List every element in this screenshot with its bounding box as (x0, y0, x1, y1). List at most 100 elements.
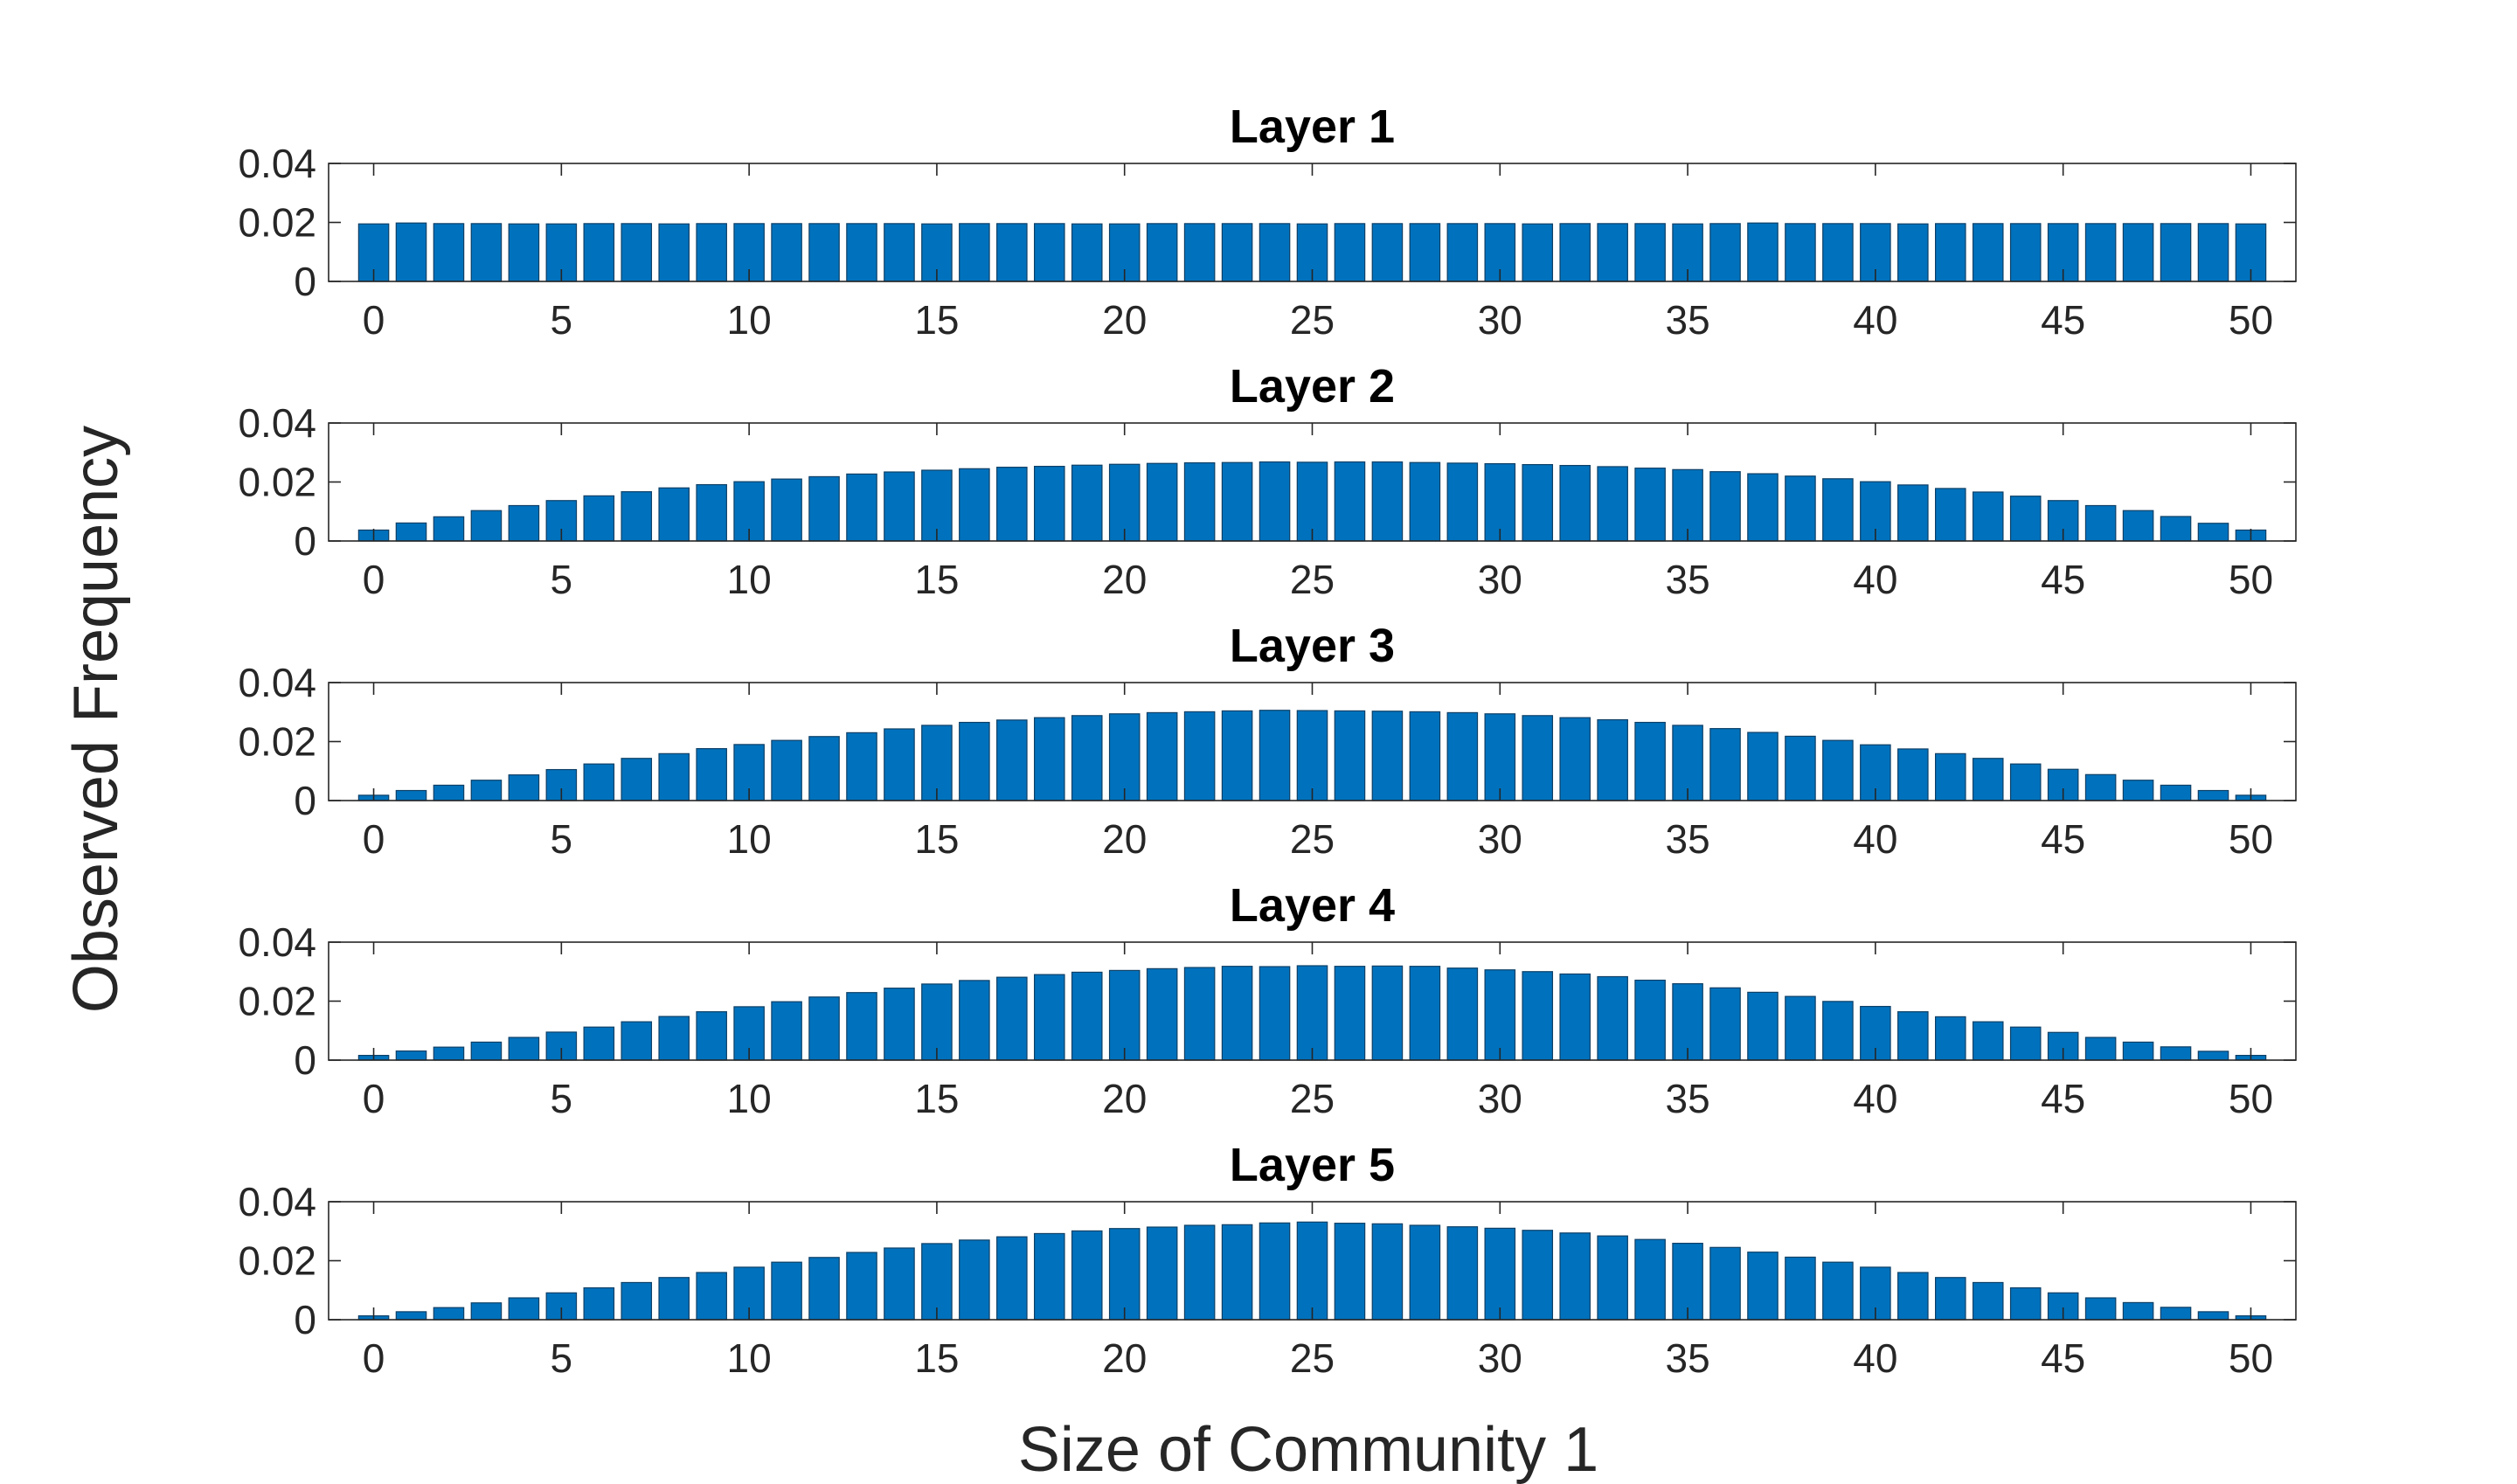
bar (960, 468, 989, 541)
bar (1823, 740, 1853, 801)
x-tick-label: 40 (1853, 816, 1897, 862)
bar (2123, 224, 2153, 281)
bar (621, 1282, 651, 1320)
y-tick-label: 0.04 (238, 400, 316, 446)
bar (1598, 976, 1627, 1060)
bar (1485, 714, 1515, 801)
bar (1748, 992, 1778, 1060)
bar (1522, 716, 1552, 801)
x-tick-label: 25 (1290, 816, 1335, 862)
bar (1447, 712, 1477, 801)
x-tick-label: 10 (727, 557, 772, 602)
bar (1823, 224, 1853, 281)
x-tick-label: 50 (2229, 1076, 2273, 1121)
bar (884, 224, 914, 281)
bar (960, 1240, 989, 1320)
bar (584, 496, 614, 541)
bar (1635, 981, 1665, 1060)
y-tick-label: 0 (294, 259, 316, 304)
bar (1147, 463, 1176, 541)
bar (1560, 974, 1590, 1060)
bar (2123, 510, 2153, 541)
bar (1222, 967, 1252, 1060)
bar (697, 749, 726, 801)
bar (809, 1258, 839, 1320)
bar (1372, 711, 1402, 801)
subplot-title: Layer 1 (1230, 101, 1395, 153)
bar (1710, 1247, 1740, 1320)
y-tick-label: 0.02 (238, 1238, 316, 1284)
bar (809, 224, 839, 281)
bar (960, 981, 989, 1060)
bar (1410, 711, 1439, 801)
bar (1035, 224, 1064, 281)
subplot-title: Layer 3 (1230, 620, 1395, 672)
bar (1635, 224, 1665, 281)
bar (847, 1252, 877, 1320)
bar (2011, 1288, 2041, 1320)
bar (2123, 780, 2153, 801)
bar (584, 224, 614, 281)
x-tick-label: 30 (1478, 1076, 1522, 1121)
bar (1936, 224, 1966, 281)
bar (960, 723, 989, 801)
x-tick-label: 10 (727, 816, 772, 862)
bar (1410, 462, 1439, 541)
y-tick-label: 0 (294, 1037, 316, 1083)
y-tick-label: 0.04 (238, 141, 316, 186)
bar (1522, 224, 1552, 281)
x-tick-label: 40 (1853, 557, 1897, 602)
bar (2085, 1298, 2115, 1320)
x-tick-label: 50 (2229, 297, 2273, 343)
y-tick-label: 0.04 (238, 919, 316, 965)
bar (1147, 1227, 1176, 1320)
bar (1259, 1223, 1289, 1320)
x-tick-label: 35 (1665, 816, 1709, 862)
bar (697, 485, 726, 541)
bar (697, 1012, 726, 1060)
bar (772, 740, 801, 801)
bar (2085, 774, 2115, 801)
bar (1748, 732, 1778, 801)
bar (1710, 224, 1740, 281)
bar (2123, 1302, 2153, 1320)
bar (509, 775, 538, 801)
bar (847, 993, 877, 1060)
bar (1222, 711, 1252, 801)
x-tick-label: 45 (2041, 1076, 2085, 1121)
bar (1035, 718, 1064, 801)
bar (772, 224, 801, 281)
bar (2160, 517, 2190, 541)
bar (1635, 468, 1665, 541)
bar (1184, 463, 1214, 541)
bar (1898, 749, 1928, 801)
bar (1785, 736, 1815, 801)
bar (2198, 224, 2228, 281)
bar (1823, 479, 1853, 541)
bar (2011, 764, 2041, 801)
bar (1410, 1225, 1439, 1320)
x-tick-label: 30 (1478, 816, 1522, 862)
x-tick-label: 20 (1102, 816, 1147, 862)
bar (471, 1042, 501, 1060)
bar (1372, 462, 1402, 541)
bar (1372, 1224, 1402, 1320)
bar (396, 1051, 426, 1060)
x-tick-label: 10 (727, 1076, 772, 1121)
bar (1898, 1272, 1928, 1320)
bar (509, 1298, 538, 1320)
bar (433, 785, 463, 801)
bar (2160, 785, 2190, 801)
bar (659, 1278, 689, 1320)
bar (584, 764, 614, 801)
x-tick-label: 5 (551, 1335, 573, 1381)
x-tick-label: 20 (1102, 557, 1147, 602)
bar (847, 732, 877, 801)
x-tick-label: 0 (363, 1076, 385, 1121)
bar (433, 1047, 463, 1060)
bar (1635, 723, 1665, 801)
bar (1222, 462, 1252, 541)
bar (1147, 968, 1176, 1060)
bar (1635, 1239, 1665, 1320)
bar (697, 224, 726, 281)
